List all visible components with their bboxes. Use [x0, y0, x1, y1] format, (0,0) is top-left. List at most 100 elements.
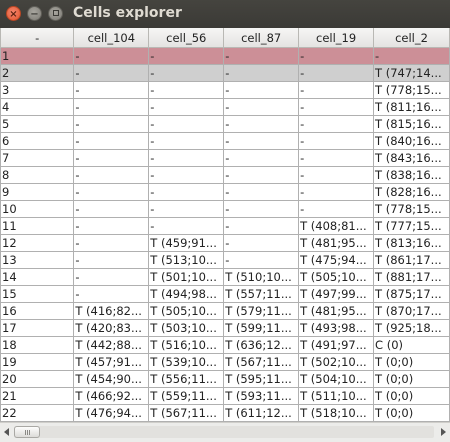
- table-cell[interactable]: T (497;99...: [298, 285, 375, 303]
- table-cell[interactable]: T (502;10...: [298, 353, 375, 371]
- table-row[interactable]: 11- - - T (408;81... T (777;15...: [0, 217, 450, 235]
- table-cell[interactable]: T (838;16...: [373, 166, 450, 184]
- table-cell[interactable]: C (0): [373, 336, 450, 354]
- table-cell[interactable]: -: [73, 132, 150, 150]
- table-row[interactable]: 18 T (442;88... T (516;10... T (636;12... T …: [0, 336, 450, 354]
- table-cell[interactable]: -: [223, 81, 300, 99]
- row-index-cell[interactable]: 11: [0, 217, 75, 235]
- table-cell[interactable]: T (442;88...: [73, 336, 150, 354]
- table-cell[interactable]: -: [73, 64, 150, 82]
- table-cell[interactable]: -: [223, 98, 300, 116]
- table-cell[interactable]: -: [148, 47, 225, 65]
- row-index-cell[interactable]: 4: [0, 98, 75, 116]
- table-cell[interactable]: -: [73, 234, 150, 252]
- table-cell[interactable]: -: [73, 285, 150, 303]
- table-cell[interactable]: T (504;10...: [298, 370, 375, 388]
- table-cell[interactable]: -: [148, 115, 225, 133]
- table-cell[interactable]: T (599;11...: [223, 319, 300, 337]
- row-index-cell[interactable]: 17: [0, 319, 75, 337]
- row-index-cell[interactable]: 20: [0, 370, 75, 388]
- table-row[interactable]: 9----T (828;16...: [0, 183, 450, 201]
- table-cell[interactable]: -: [148, 64, 225, 82]
- table-cell[interactable]: T (408;81...: [298, 217, 375, 235]
- table-cell[interactable]: -: [223, 166, 300, 184]
- table-cell[interactable]: -: [298, 183, 375, 201]
- table-cell[interactable]: -: [73, 98, 150, 116]
- table-cell[interactable]: -: [148, 98, 225, 116]
- table-cell[interactable]: T (457;91...: [73, 353, 150, 371]
- table-cell[interactable]: T (778;15...: [373, 200, 450, 218]
- table-row[interactable]: 5----T (815;16...: [0, 115, 450, 133]
- table-cell[interactable]: T (778;15...: [373, 81, 450, 99]
- table-cell[interactable]: -: [223, 64, 300, 82]
- table-cell[interactable]: T (491;97...: [298, 336, 375, 354]
- row-index-cell[interactable]: 18: [0, 336, 75, 354]
- table-cell[interactable]: T (556;11...: [148, 370, 225, 388]
- table-cell[interactable]: -: [73, 81, 150, 99]
- row-index-cell[interactable]: 14: [0, 268, 75, 286]
- table-cell[interactable]: T (559;11...: [148, 387, 225, 405]
- table-cell[interactable]: T (494;98...: [148, 285, 225, 303]
- column-header-cell-87[interactable]: cell_87: [223, 28, 300, 48]
- table-cell[interactable]: T (0;0): [373, 353, 450, 371]
- table-cell[interactable]: T (636;12...: [223, 336, 300, 354]
- column-header-cell-19[interactable]: cell_19: [298, 28, 375, 48]
- table-row[interactable]: 14- T (501;10... T (510;10... T (505;10... T…: [0, 268, 450, 286]
- table-cell[interactable]: T (505;10...: [298, 268, 375, 286]
- table-cell[interactable]: -: [223, 217, 300, 235]
- row-index-cell[interactable]: 22: [0, 404, 75, 422]
- table-cell[interactable]: T (870;17...: [373, 302, 450, 320]
- table-cell[interactable]: T (840;16...: [373, 132, 450, 150]
- row-index-cell[interactable]: 3: [0, 81, 75, 99]
- table-cell[interactable]: T (0;0): [373, 404, 450, 422]
- table-row[interactable]: 17 T (420;83... T (503;10... T (599;11... T …: [0, 319, 450, 337]
- table-cell[interactable]: T (481;95...: [298, 302, 375, 320]
- row-index-cell[interactable]: 1: [0, 47, 75, 65]
- table-cell[interactable]: T (0;0): [373, 387, 450, 405]
- column-header-cell-56[interactable]: cell_56: [148, 28, 225, 48]
- row-index-cell[interactable]: 8: [0, 166, 75, 184]
- table-cell[interactable]: -: [73, 217, 150, 235]
- table-cell[interactable]: T (539;10...: [148, 353, 225, 371]
- table-row[interactable]: 1-----: [0, 47, 450, 65]
- column-header-cell-2[interactable]: cell_2: [373, 28, 450, 48]
- row-index-cell[interactable]: 5: [0, 115, 75, 133]
- table-cell[interactable]: -: [73, 47, 150, 65]
- table-cell[interactable]: T (516;10...: [148, 336, 225, 354]
- table-cell[interactable]: T (595;11...: [223, 370, 300, 388]
- table-cell[interactable]: T (511;10...: [298, 387, 375, 405]
- table-row[interactable]: 21 T (466;92... T (559;11... T (593;11... T …: [0, 387, 450, 405]
- table-cell[interactable]: -: [223, 234, 300, 252]
- table-cell[interactable]: T (557;11...: [223, 285, 300, 303]
- row-index-cell[interactable]: 7: [0, 149, 75, 167]
- table-cell[interactable]: -: [223, 47, 300, 65]
- table-cell[interactable]: -: [148, 183, 225, 201]
- table-cell[interactable]: T (459;91...: [148, 234, 225, 252]
- table-row[interactable]: 12- T (459;91... - T (481;95... T (813;16...: [0, 234, 450, 252]
- table-cell[interactable]: T (0;0): [373, 370, 450, 388]
- table-cell[interactable]: T (481;95...: [298, 234, 375, 252]
- row-index-cell[interactable]: 10: [0, 200, 75, 218]
- table-cell[interactable]: T (881;17...: [373, 268, 450, 286]
- table-cell[interactable]: -: [298, 149, 375, 167]
- table-cell[interactable]: T (567;11...: [148, 404, 225, 422]
- row-index-cell[interactable]: 9: [0, 183, 75, 201]
- table-cell[interactable]: -: [148, 149, 225, 167]
- table-row[interactable]: 7----T (843;16...: [0, 149, 450, 167]
- table-cell[interactable]: T (416;82...: [73, 302, 150, 320]
- table-cell[interactable]: -: [223, 149, 300, 167]
- scroll-right-arrow-icon[interactable]: [436, 423, 450, 441]
- scrollbar-thumb[interactable]: [14, 426, 40, 438]
- table-cell[interactable]: -: [148, 166, 225, 184]
- table-cell[interactable]: -: [298, 115, 375, 133]
- table-cell[interactable]: T (813;16...: [373, 234, 450, 252]
- table-cell[interactable]: -: [223, 200, 300, 218]
- table-cell[interactable]: T (875;17...: [373, 285, 450, 303]
- table-cell[interactable]: -: [148, 81, 225, 99]
- table-cell[interactable]: -: [298, 200, 375, 218]
- table-cell[interactable]: T (611;12...: [223, 404, 300, 422]
- row-index-cell[interactable]: 13: [0, 251, 75, 269]
- table-cell[interactable]: T (493;98...: [298, 319, 375, 337]
- table-cell[interactable]: -: [223, 115, 300, 133]
- table-row[interactable]: 22 T (476;94... T (567;11... T (611;12... T …: [0, 404, 450, 422]
